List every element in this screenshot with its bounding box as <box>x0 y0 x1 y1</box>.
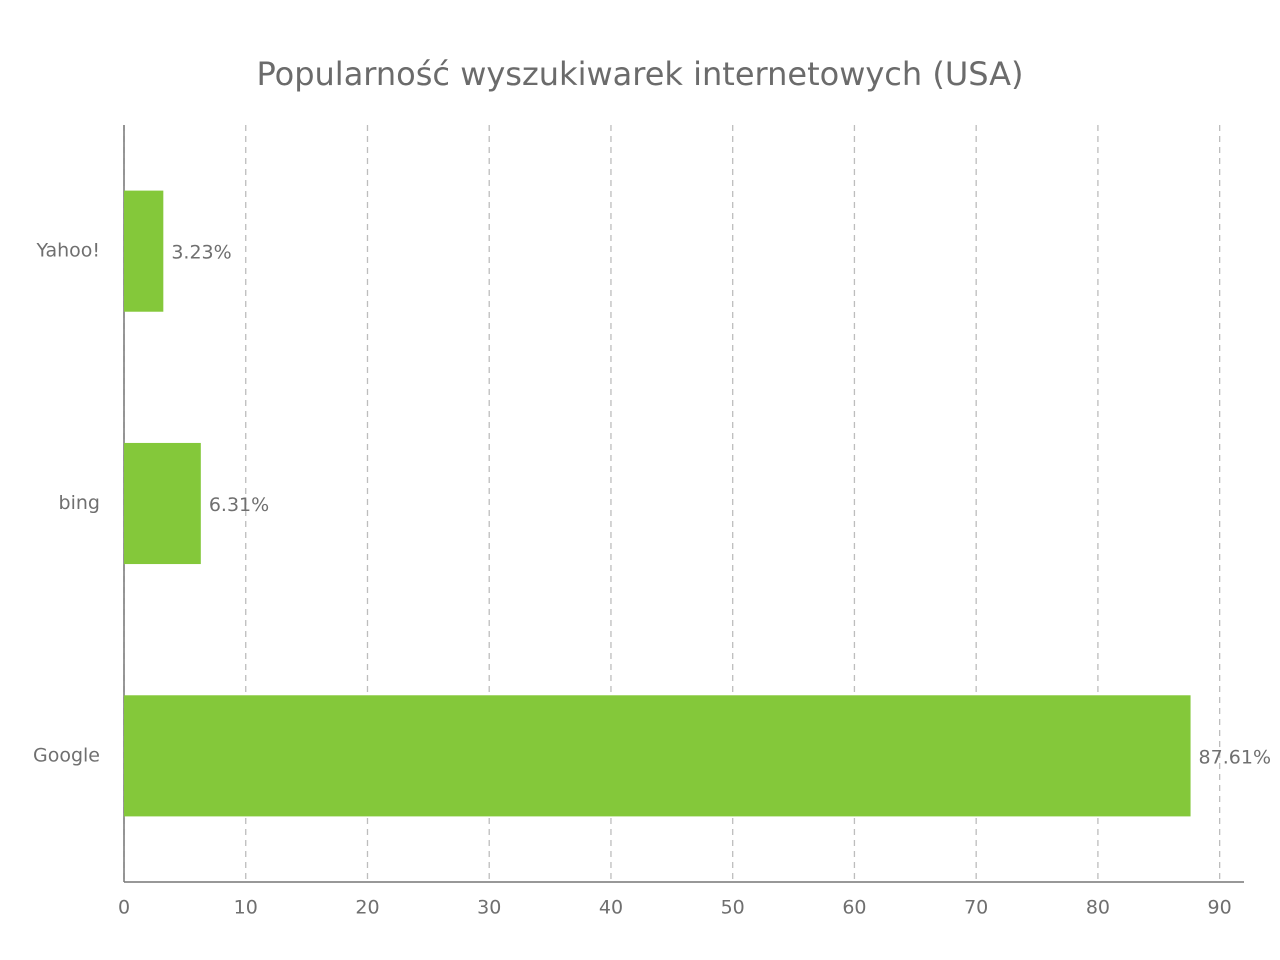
y-tick-label: bing <box>59 492 100 514</box>
x-tick-label: 80 <box>1086 897 1110 919</box>
x-tick-label: 20 <box>355 897 379 919</box>
x-tick-label: 70 <box>964 897 988 919</box>
bar <box>124 695 1191 817</box>
value-label: 3.23% <box>171 242 231 264</box>
chart-title: Popularność wyszukiwarek internetowych (… <box>256 55 1023 93</box>
bar <box>124 190 164 312</box>
x-tick-label: 50 <box>721 897 745 919</box>
x-tick-label: 90 <box>1208 897 1232 919</box>
x-tick-label: 30 <box>477 897 501 919</box>
x-tick-label: 60 <box>842 897 866 919</box>
bar <box>124 442 201 565</box>
y-tick-label: Google <box>33 744 100 766</box>
x-tick-label: 40 <box>599 897 623 919</box>
value-label: 87.61% <box>1199 746 1271 768</box>
value-label: 6.31% <box>209 494 269 516</box>
x-tick-label: 10 <box>234 897 258 919</box>
y-tick-label: Yahoo! <box>35 240 100 262</box>
x-tick-label: 0 <box>118 897 130 919</box>
